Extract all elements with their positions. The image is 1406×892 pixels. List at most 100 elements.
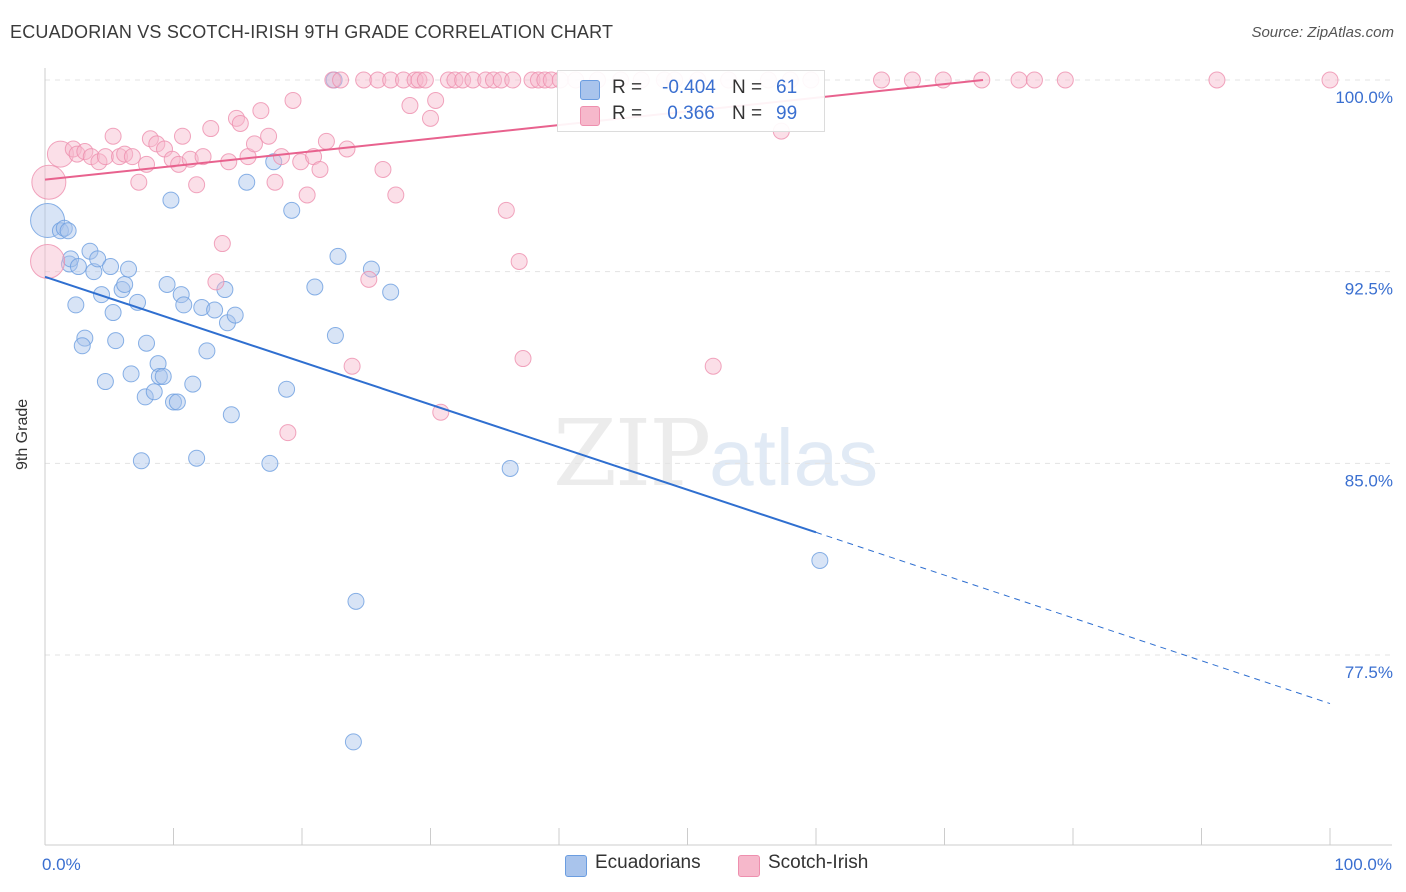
- ecuadorian-point: [172, 286, 190, 304]
- ecuadorian-point: [89, 250, 107, 268]
- ecuadorian-point: [283, 201, 301, 219]
- chart-title: ECUADORIAN VS SCOTCH-IRISH 9TH GRADE COR…: [10, 22, 614, 42]
- source-credit: Source: ZipAtlas.com: [1251, 24, 1394, 41]
- scotch-irish-point: [332, 71, 350, 89]
- ecuadorian-point: [206, 301, 224, 319]
- y-tick-label: 85.0%: [1345, 471, 1393, 490]
- ecuadorian-point: [188, 449, 206, 467]
- scotch-irish-point: [317, 132, 335, 150]
- y-tick-label: 77.5%: [1345, 663, 1393, 682]
- x-tick-label: 100.0%: [1334, 855, 1392, 874]
- ecuadorian-trend-extension: [815, 531, 1331, 705]
- ecuadorian-point: [175, 296, 193, 314]
- ecuadorian-point: [59, 222, 77, 240]
- scotch-irish-point: [406, 71, 424, 89]
- scotch-irish-point: [194, 148, 212, 166]
- scotch-irish-point: [252, 102, 270, 120]
- scotch-irish-point: [510, 252, 528, 270]
- ecuadorian-point: [120, 260, 138, 278]
- ecuadorian-point: [198, 342, 216, 360]
- ecuadorian-point: [158, 275, 176, 293]
- scotch-irish-trend-line: [44, 79, 984, 181]
- scotch-irish-point: [903, 71, 921, 89]
- legend-swatch-ecuadorians: [580, 80, 600, 100]
- scotch-irish-point: [536, 71, 554, 89]
- scotch-irish-point: [188, 176, 206, 194]
- ecuadorian-point: [122, 365, 140, 383]
- legend-r-value: 0.366: [662, 103, 715, 124]
- scotch-irish-point: [1321, 71, 1339, 89]
- scotch-irish-point: [464, 71, 482, 89]
- scotch-irish-point: [31, 164, 67, 200]
- scotch-irish-point: [96, 148, 114, 166]
- scotch-irish-point: [1208, 71, 1226, 89]
- bottom-legend-swatch-ecuadorians: [565, 855, 587, 877]
- y-tick-label: 100.0%: [1335, 88, 1393, 107]
- scotch-irish-point: [395, 71, 413, 89]
- legend-n-value: 99: [776, 103, 798, 124]
- ecuadorian-point: [85, 263, 103, 281]
- scotch-irish-point: [387, 186, 405, 204]
- scotch-irish-point: [439, 71, 457, 89]
- scotch-irish-point: [873, 71, 891, 89]
- legend-r-label: R =: [612, 77, 643, 98]
- scotch-irish-point: [401, 97, 419, 115]
- ecuadorian-point: [102, 258, 120, 276]
- scotch-irish-point: [266, 173, 284, 191]
- scotch-irish-point: [298, 186, 316, 204]
- ecuadorian-point: [149, 355, 167, 373]
- ecuadorian-point: [154, 367, 172, 385]
- ecuadorian-point: [329, 247, 347, 265]
- scotch-irish-point: [1010, 71, 1028, 89]
- ecuadorian-point: [67, 296, 85, 314]
- ecuadorian-point: [278, 380, 296, 398]
- ecuadorian-point: [238, 173, 256, 191]
- ecuadorian-point: [347, 592, 365, 610]
- ecuadorian-point: [226, 306, 244, 324]
- scotch-irish-point: [382, 71, 400, 89]
- scotch-irish-point: [311, 160, 329, 178]
- scotch-irish-point: [260, 127, 278, 145]
- legend-n-label: N =: [732, 77, 763, 98]
- scotch-irish-point: [422, 109, 439, 127]
- ecuadorian-point: [136, 388, 154, 406]
- ecuadorian-point: [96, 373, 114, 391]
- y-axis-label: 9th Grade: [14, 398, 31, 470]
- scotch-irish-point: [343, 357, 361, 375]
- ecuadorian-point: [116, 275, 134, 293]
- ecuadorian-point: [184, 375, 202, 393]
- legend-n-label: N =: [732, 103, 763, 124]
- ecuadorian-point: [113, 281, 131, 299]
- ecuadorian-point: [344, 733, 362, 751]
- scotch-irish-point: [231, 114, 249, 132]
- legend-row-scotch-irish: R = 0.366 N = 99: [580, 103, 797, 127]
- ecuadorian-point: [145, 383, 163, 401]
- scotch-irish-point: [504, 71, 522, 89]
- legend-r-value: -0.404: [662, 77, 716, 98]
- y-tick-label: 92.5%: [1345, 280, 1393, 299]
- scotch-irish-point: [514, 350, 532, 368]
- scotch-irish-point: [245, 135, 263, 153]
- ecuadorian-point: [501, 459, 519, 477]
- scotch-irish-point: [30, 243, 66, 279]
- bottom-legend-label: Ecuadorians: [595, 852, 701, 873]
- bottom-legend-swatch-scotch-irish: [738, 855, 760, 877]
- ecuadorian-point: [382, 283, 400, 301]
- bottom-legend-label: Scotch-Irish: [768, 852, 869, 873]
- scotch-irish-point: [220, 153, 238, 171]
- scotch-irish-point: [523, 71, 541, 89]
- scotch-irish-point: [704, 357, 722, 375]
- ecuadorian-trend-line: [44, 275, 817, 534]
- ecuadorian-point: [222, 406, 240, 424]
- scotch-irish-point: [173, 127, 191, 145]
- x-tick-label: 0.0%: [42, 855, 81, 874]
- scotch-irish-point: [272, 148, 290, 166]
- correlation-legend: R = -0.404 N = 61 R = 0.366 N = 99: [557, 70, 825, 132]
- scotch-irish-point: [213, 235, 231, 253]
- scotch-irish-point: [432, 403, 450, 421]
- scotch-irish-point: [497, 201, 515, 219]
- scotch-irish-point: [1056, 71, 1074, 89]
- ecuadorian-point: [73, 337, 91, 355]
- scotch-irish-point: [529, 71, 547, 89]
